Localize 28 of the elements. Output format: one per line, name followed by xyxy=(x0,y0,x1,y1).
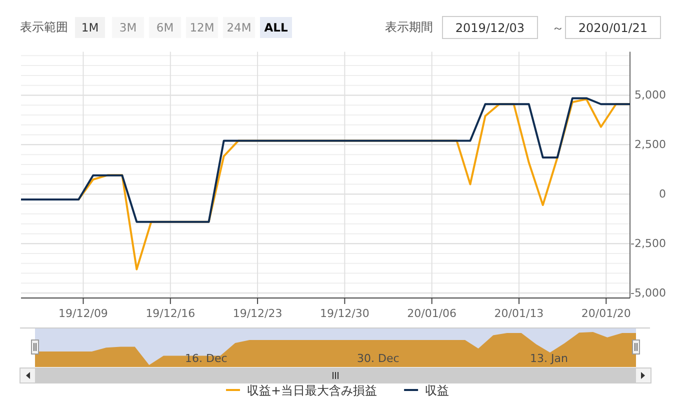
text: 24M xyxy=(226,20,252,34)
x-tick-label: 19/12/09 xyxy=(58,307,108,320)
text: 6M xyxy=(156,20,174,34)
text: ALL xyxy=(264,20,288,34)
y-tick-label: -2,500 xyxy=(630,237,666,250)
text: 表示期間 xyxy=(385,20,433,34)
text: 12M xyxy=(190,20,214,34)
x-tick-label: 19/12/23 xyxy=(232,307,282,320)
x-tick-label: 19/12/16 xyxy=(146,307,196,320)
x-tick-label: 19/12/30 xyxy=(320,307,370,320)
x-tick-label: 20/01/13 xyxy=(494,307,544,320)
legend-label: 収益 xyxy=(425,384,450,398)
text: 表示範囲 xyxy=(20,20,68,34)
text: ～ xyxy=(552,21,564,35)
text: 2019/12/03 xyxy=(455,21,525,35)
y-tick-label: 5,000 xyxy=(634,88,666,102)
legend-label: 収益+当日最大含み損益 xyxy=(247,384,378,398)
text: 13. Jan xyxy=(530,352,568,365)
y-tick-label: 0 xyxy=(659,188,666,201)
text: 1M xyxy=(81,20,99,34)
text: 3M xyxy=(119,20,137,34)
text: 2020/01/21 xyxy=(578,21,648,35)
y-tick-label: 2,500 xyxy=(634,138,666,152)
y-tick-label: -5,000 xyxy=(630,286,666,300)
x-tick-label: 20/01/06 xyxy=(407,307,457,320)
text: 16. Dec xyxy=(185,352,228,365)
x-tick-label: 20/01/20 xyxy=(581,307,631,320)
text: 30. Dec xyxy=(357,352,400,365)
